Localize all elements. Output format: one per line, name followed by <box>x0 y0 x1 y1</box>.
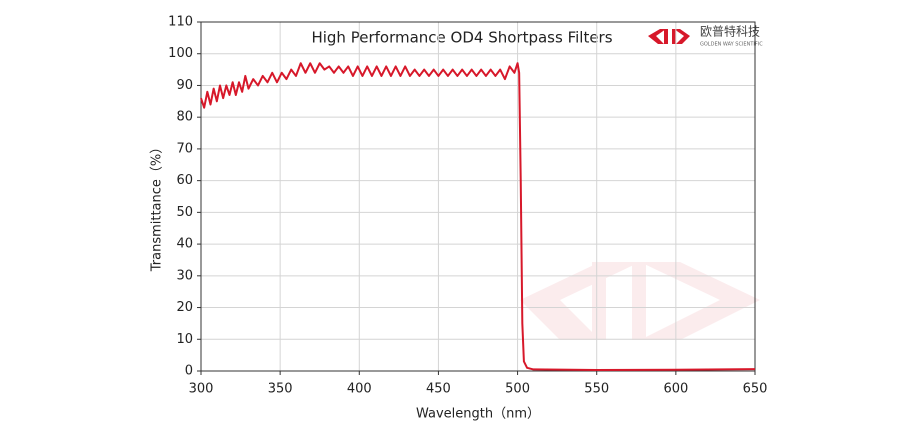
logo-text: 欧普特科技 <box>700 24 760 39</box>
y-tick-label: 90 <box>176 78 193 93</box>
x-tick-label: 600 <box>663 382 688 397</box>
logo <box>648 29 690 44</box>
y-tick-label: 0 <box>185 364 193 379</box>
y-tick-label: 60 <box>176 173 193 188</box>
y-tick-label: 20 <box>176 300 193 315</box>
x-tick-label: 450 <box>426 382 451 397</box>
y-tick-label: 40 <box>176 237 193 252</box>
line <box>200 62 756 372</box>
chart-title: High Performance OD4 Shortpass Filters <box>311 29 612 47</box>
x-tick-label: 500 <box>505 382 530 397</box>
y-tick-label: 30 <box>176 268 193 283</box>
y-tick-label: 80 <box>176 110 193 125</box>
watermark <box>520 262 760 340</box>
x-tick-label: 300 <box>189 382 214 397</box>
y-tick-label: 110 <box>168 15 193 30</box>
plot-frame <box>200 21 756 372</box>
y-tick-label: 50 <box>176 205 193 220</box>
logo-subtext: GOLDEN WAY SCIENTIFIC <box>700 42 763 48</box>
x-tick-label: 550 <box>584 382 609 397</box>
x-tick-label: 400 <box>347 382 372 397</box>
x-tick-label: 350 <box>268 382 293 397</box>
y-axis-label: Transmittance（%） <box>150 141 165 273</box>
y-tick-label: 100 <box>168 46 193 61</box>
y-tick-label: 10 <box>176 332 193 347</box>
x-tick-label: 650 <box>743 382 768 397</box>
y-tick-label: 70 <box>176 141 193 156</box>
x-axis-label: Wavelength（nm） <box>416 407 540 422</box>
